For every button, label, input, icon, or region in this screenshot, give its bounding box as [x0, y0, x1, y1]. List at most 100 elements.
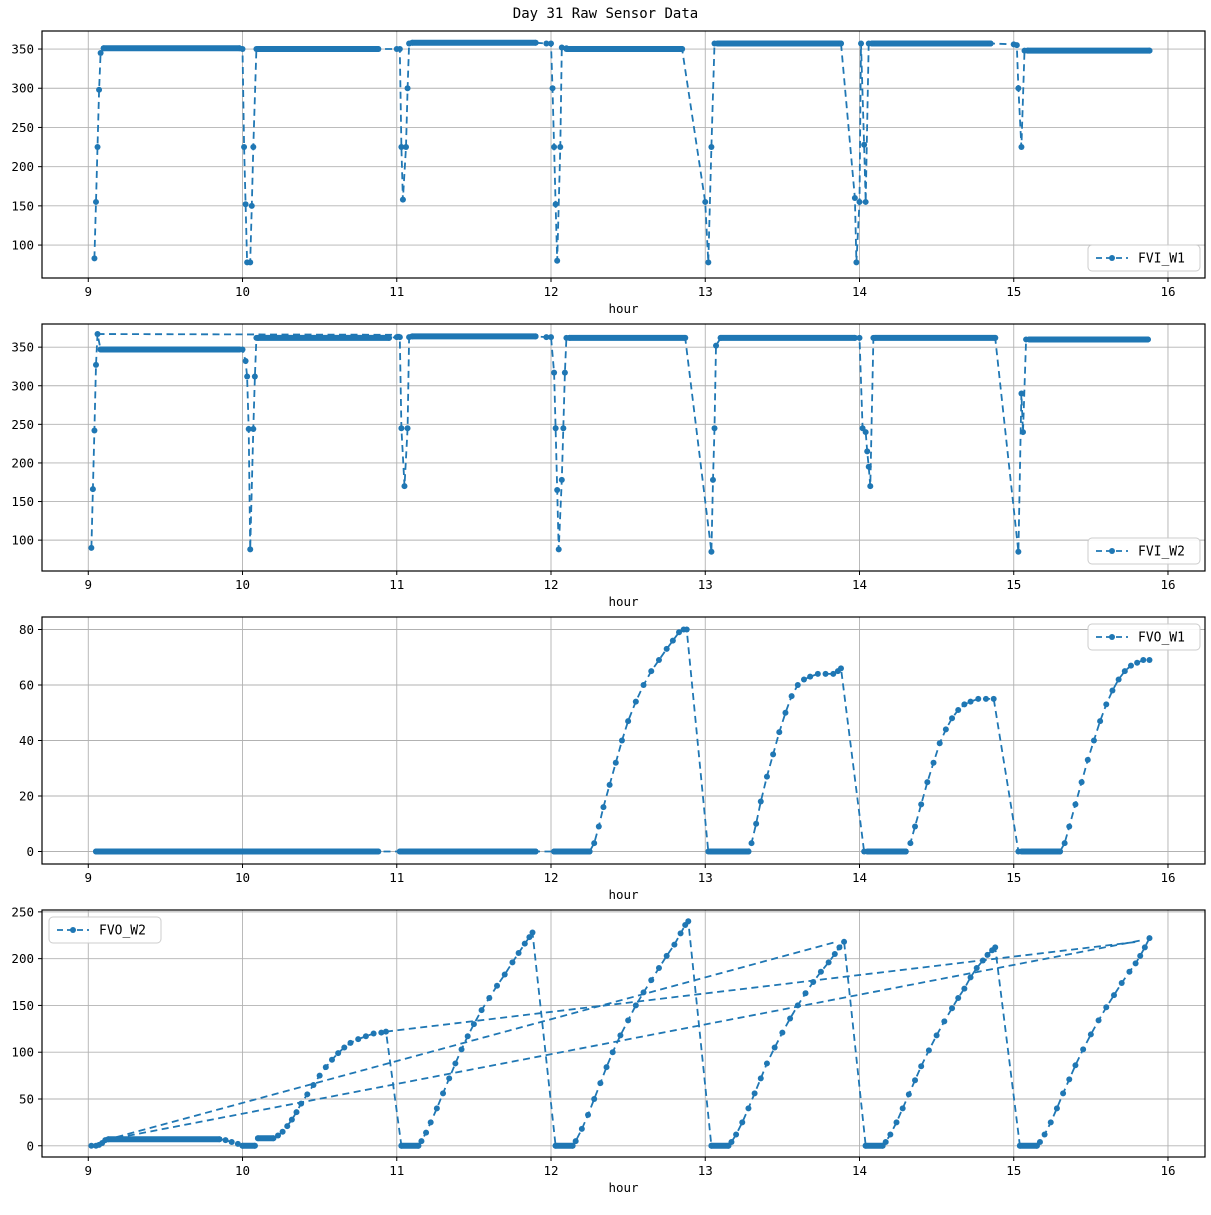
- series-marker: [270, 1135, 277, 1142]
- series-marker: [234, 1140, 241, 1147]
- series-marker: [543, 334, 550, 341]
- series-marker: [618, 737, 625, 744]
- series-marker: [563, 45, 570, 52]
- series-marker: [532, 848, 539, 855]
- legend-marker-sample: [70, 927, 76, 933]
- series-marker: [555, 546, 562, 553]
- series-marker: [586, 848, 593, 855]
- series-marker: [648, 668, 655, 675]
- series-marker: [841, 938, 848, 945]
- series-marker: [1146, 657, 1153, 664]
- series-marker: [241, 144, 248, 151]
- series-marker: [427, 1119, 434, 1126]
- series-marker: [440, 1090, 447, 1097]
- series-marker: [763, 1060, 770, 1067]
- series-marker: [92, 848, 99, 855]
- series-marker: [702, 198, 709, 205]
- series-marker: [549, 85, 556, 92]
- x-tick-label: 9: [85, 1163, 93, 1178]
- axes-frame: [41, 30, 1206, 279]
- series-marker: [814, 670, 821, 677]
- series-marker: [856, 198, 863, 205]
- series-marker: [399, 196, 406, 203]
- series-marker: [1053, 1105, 1060, 1112]
- series-marker: [97, 346, 104, 353]
- y-tick-label: 60: [19, 677, 34, 692]
- series-marker: [862, 429, 869, 436]
- series-marker: [822, 670, 829, 677]
- series-marker: [355, 1036, 362, 1043]
- series-marker: [551, 144, 558, 151]
- series-marker: [717, 334, 724, 341]
- series-marker: [1132, 960, 1139, 967]
- series-marker: [1146, 935, 1153, 942]
- x-tick-label: 12: [543, 1163, 558, 1178]
- series-marker: [515, 950, 522, 957]
- legend-box: [1087, 244, 1201, 272]
- series-marker: [566, 334, 573, 341]
- series-marker: [837, 40, 844, 47]
- series-marker: [714, 40, 721, 47]
- series-marker: [293, 1109, 300, 1116]
- series-marker: [682, 334, 689, 341]
- series-marker: [851, 334, 858, 341]
- legend-label: FVI_W2: [1138, 545, 1185, 560]
- series-marker: [640, 989, 647, 996]
- series-marker: [1015, 85, 1022, 92]
- series-marker: [663, 645, 670, 652]
- series-marker: [1090, 737, 1097, 744]
- series-artifact-line: [97, 333, 400, 336]
- series-artifact-line: [105, 940, 837, 1142]
- y-tick-label: 40: [19, 733, 34, 748]
- series-marker: [375, 46, 382, 53]
- x-axis-label: hour: [608, 1180, 639, 1195]
- x-tick-label: 16: [1160, 1163, 1175, 1178]
- series-marker: [1066, 1076, 1073, 1083]
- series-marker: [378, 1029, 385, 1036]
- series-marker: [322, 1064, 329, 1071]
- series-marker: [446, 1075, 453, 1082]
- series-marker: [560, 425, 567, 432]
- series-marker: [858, 40, 865, 47]
- series-marker: [1097, 718, 1104, 725]
- series-marker: [967, 974, 974, 981]
- y-tick-label: 100: [11, 533, 34, 548]
- series-marker: [433, 1105, 440, 1112]
- series-marker: [679, 46, 686, 53]
- x-tick-label: 12: [543, 284, 558, 299]
- series-marker: [251, 1142, 258, 1149]
- x-tick-label: 16: [1160, 870, 1175, 885]
- x-tick-label: 15: [1006, 577, 1021, 592]
- series-marker: [551, 369, 558, 376]
- series-marker: [907, 840, 914, 847]
- y-tick-label: 300: [11, 378, 34, 393]
- series-marker: [458, 1046, 465, 1053]
- series-marker: [882, 1139, 889, 1146]
- series-marker: [94, 144, 101, 151]
- series-marker: [501, 971, 508, 978]
- series-marker: [470, 1021, 477, 1028]
- series-marker: [794, 1002, 801, 1009]
- series-marker: [868, 40, 875, 47]
- series-marker: [1121, 668, 1128, 675]
- series-marker: [862, 1142, 869, 1149]
- series-marker: [1057, 848, 1064, 855]
- series-marker: [905, 1091, 912, 1098]
- series-marker: [250, 144, 257, 151]
- series-marker: [228, 1139, 235, 1146]
- series-marker: [1016, 1142, 1023, 1149]
- series-marker: [362, 1033, 369, 1040]
- x-tick-label: 10: [235, 577, 250, 592]
- y-tick-label: 350: [11, 42, 34, 57]
- series-marker: [558, 476, 565, 483]
- y-tick-label: 80: [19, 622, 34, 637]
- series-marker: [1015, 848, 1022, 855]
- series-marker: [242, 201, 249, 208]
- series-marker: [603, 1064, 610, 1071]
- x-tick-label: 14: [852, 284, 867, 299]
- legend-label: FVO_W1: [1138, 631, 1185, 646]
- series-marker: [709, 476, 716, 483]
- series-marker: [949, 715, 956, 722]
